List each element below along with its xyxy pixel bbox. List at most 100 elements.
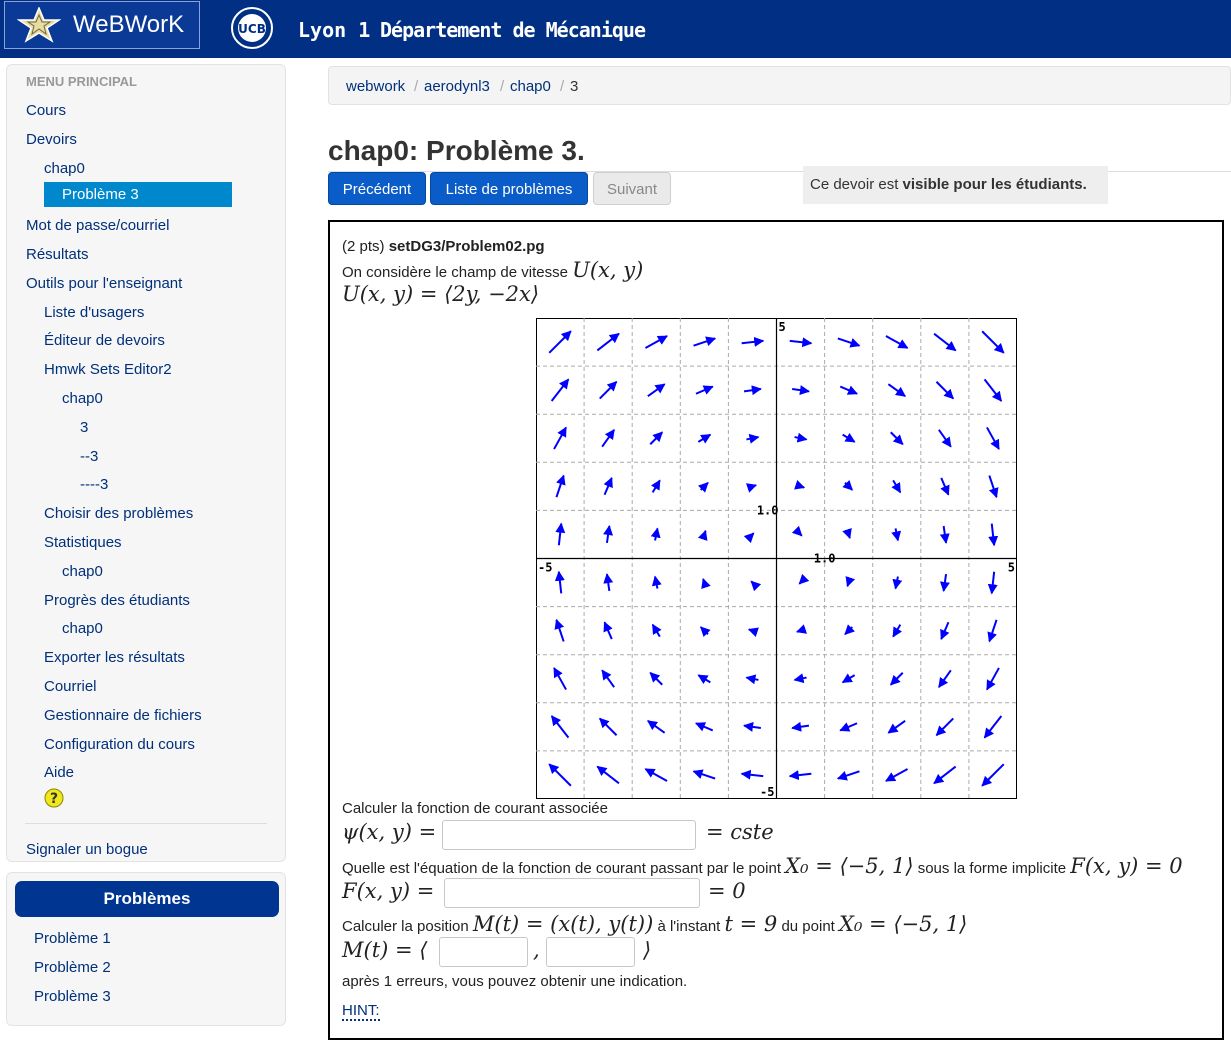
problem-link-3[interactable]: Problème 3 (34, 988, 111, 1005)
vector-arrow (692, 769, 716, 780)
sidebar-menu: MENU PRINCIPAL Cours Devoirs chap0 Probl… (6, 64, 286, 862)
vector-arrow (839, 385, 858, 395)
vector-arrow (885, 768, 909, 782)
help-icon[interactable]: ? (44, 788, 64, 808)
vector-arrow (939, 525, 950, 544)
sidebar-item-hmwk-3c[interactable]: ----3 (80, 476, 109, 493)
f-lhs: F(x, y) = (342, 879, 435, 903)
sidebar-item-hmwk-3b[interactable]: --3 (80, 448, 99, 465)
sidebar-item-aide[interactable]: Aide (44, 764, 75, 781)
sidebar-item-configuration[interactable]: Configuration du cours (44, 736, 195, 753)
q2-text-a: Quelle est l'équation de la fonction de … (342, 860, 786, 877)
sidebar-item-usagers[interactable]: Liste d'usagers (44, 304, 145, 321)
breadcrumb-separator: / (560, 78, 565, 95)
sidebar-item-hmwk-editor2[interactable]: Hmwk Sets Editor2 (44, 361, 172, 378)
sidebar-item-fichiers[interactable]: Gestionnaire de fichiers (44, 707, 202, 724)
hint-link[interactable]: HINT: (342, 1002, 380, 1021)
sidebar-item-progres[interactable]: Progrès des étudiants (44, 592, 190, 609)
visibility-status: visible pour les étudiants. (902, 176, 1087, 193)
vector-arrow (988, 523, 999, 547)
sidebar-item-progres-chap0[interactable]: chap0 (62, 620, 103, 637)
vector-arrow (743, 721, 761, 732)
vector-arrow (644, 768, 668, 782)
vector-arrow (887, 720, 906, 734)
m-close: ⟩ (643, 938, 652, 962)
menu-heading: MENU PRINCIPAL (26, 74, 137, 89)
vector-arrow (550, 715, 570, 739)
vector-arrow (695, 385, 714, 395)
vector-arrow (555, 522, 566, 546)
sidebar-item-choisir[interactable]: Choisir des problèmes (44, 505, 194, 522)
x-input[interactable] (439, 937, 528, 967)
sidebar-item-resultats[interactable]: Résultats (26, 246, 89, 263)
vector-arrow (839, 722, 858, 732)
breadcrumb-current: 3 (570, 78, 579, 95)
vector-arrow (887, 383, 906, 397)
vector-arrow (548, 330, 572, 354)
vector-arrow (789, 337, 813, 348)
breadcrumb-separator: / (414, 78, 419, 95)
sidebar-item-chap0[interactable]: chap0 (44, 160, 85, 177)
y-input[interactable] (546, 937, 635, 967)
sidebar-item-outils[interactable]: Outils pour l'enseignant (26, 275, 183, 292)
vector-arrow (935, 381, 954, 400)
vector-arrow (743, 385, 762, 396)
sidebar-item-hmwk-3[interactable]: 3 (80, 419, 89, 436)
psi-input[interactable] (442, 820, 696, 850)
vector-arrow (792, 385, 810, 396)
vector-arrow (647, 720, 666, 734)
vector-arrow (745, 674, 759, 685)
breadcrumb-course[interactable]: aerodynl3 (424, 78, 490, 95)
problem-link-2[interactable]: Problème 2 (34, 959, 111, 976)
header: WeBWorK UCB Lyon 1 Département de Mécani… (0, 0, 1231, 58)
sidebar-item-cours[interactable]: Cours (26, 102, 67, 119)
f-input[interactable] (444, 878, 700, 908)
problem-body: (2 pts) setDG3/Problem02.pg On considère… (328, 220, 1224, 1040)
vector-arrow (890, 431, 904, 445)
sidebar-item-password[interactable]: Mot de passe/courriel (26, 217, 170, 234)
vector-arrow (695, 722, 714, 732)
sidebar-item-statistiques[interactable]: Statistiques (44, 534, 122, 551)
sidebar-item-editeur-devoirs[interactable]: Éditeur de devoirs (44, 332, 165, 349)
vector-arrow (988, 475, 999, 499)
problem-header: (2 pts) setDG3/Problem02.pg (342, 238, 545, 255)
webwork-logo[interactable]: WeBWorK (4, 1, 200, 49)
vector-arrow (890, 672, 904, 686)
sidebar-item-stats-chap0[interactable]: chap0 (62, 563, 103, 580)
vector-arrow (885, 335, 909, 349)
vector-arrow (650, 479, 661, 493)
sidebar-divider (25, 823, 267, 824)
f-rhs: = 0 (708, 879, 746, 903)
sidebar-item-hmwk-chap0[interactable]: chap0 (62, 390, 103, 407)
vector-arrow (741, 336, 765, 347)
problem-link-1[interactable]: Problème 1 (34, 930, 111, 947)
sidebar-item-exporter[interactable]: Exporter les résultats (44, 649, 185, 666)
breadcrumb-webwork[interactable]: webwork (346, 78, 406, 95)
next-button[interactable]: Suivant (593, 172, 671, 205)
problem-points: (2 pts) (342, 238, 389, 255)
breadcrumb-set[interactable]: chap0 (510, 78, 551, 95)
sidebar-item-probleme-3[interactable]: Problème 3 (44, 182, 232, 207)
vector-arrow (837, 337, 861, 348)
vector-arrow (793, 673, 807, 684)
report-bug-link[interactable]: Signaler un bogue (26, 841, 148, 858)
m-comma: , (533, 938, 540, 962)
sidebar-item-courriel[interactable]: Courriel (44, 678, 97, 695)
problem-list-button[interactable]: Liste de problèmes (430, 172, 588, 205)
vector-arrow (791, 525, 803, 537)
q3-text-a: Calculer la position (342, 918, 473, 935)
title-divider (328, 171, 1231, 172)
vector-arrow (986, 426, 1000, 450)
breadcrumb: webwork / aerodynl3 / chap0 / 3 (328, 66, 1231, 105)
vector-arrow (933, 765, 957, 785)
sidebar-item-devoirs[interactable]: Devoirs (26, 131, 77, 148)
q2-text-b: sous la forme implicite (913, 860, 1071, 877)
vector-arrow (981, 330, 1005, 354)
vector-arrow (940, 621, 950, 640)
previous-button[interactable]: Précédent (328, 172, 426, 205)
tick-label-xmax: 5 (1008, 561, 1015, 575)
tick-label-xmin: -5 (538, 561, 552, 575)
tick-label-ymin: -5 (760, 785, 774, 799)
vector-arrow (553, 667, 567, 691)
vector-arrow (791, 721, 810, 732)
